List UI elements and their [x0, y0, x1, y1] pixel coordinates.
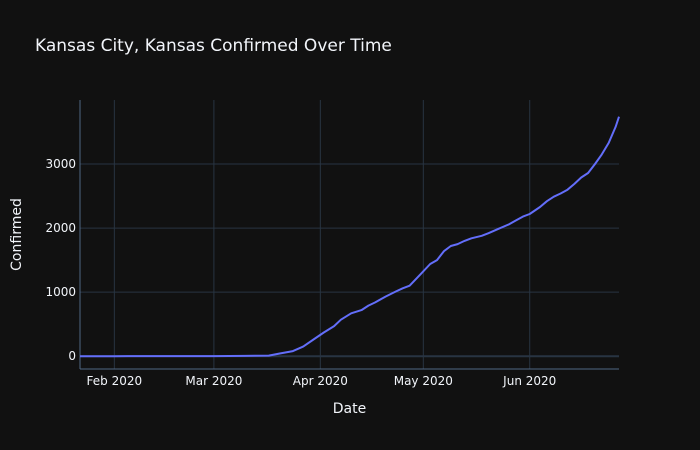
y-axis-title: Confirmed	[9, 198, 25, 271]
x-tick-labels: Feb 2020 Mar 2020 Apr 2020 May 2020 Jun 2020	[87, 374, 557, 388]
y-tick-label: 0	[68, 349, 76, 363]
x-tick-label: May 2020	[394, 374, 453, 388]
x-tick-label: Feb 2020	[87, 374, 143, 388]
x-tick-label: Mar 2020	[185, 374, 242, 388]
y-tick-label: 2000	[45, 221, 76, 235]
x-tick-label: Jun 2020	[502, 374, 556, 388]
series-line-confirmed	[80, 116, 620, 358]
y-tick-label: 1000	[45, 285, 76, 299]
x-tick-label: Apr 2020	[293, 374, 348, 388]
y-tick-label: 3000	[45, 157, 76, 171]
x-gridlines	[113, 100, 531, 369]
x-axis-title: Date	[333, 401, 366, 417]
y-gridlines	[80, 163, 619, 358]
y-tick-labels: 0 1000 2000 3000	[45, 157, 76, 363]
chart-title: Kansas City, Kansas Confirmed Over Time	[35, 36, 392, 56]
